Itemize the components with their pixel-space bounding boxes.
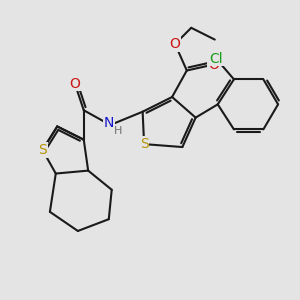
- Text: O: O: [70, 77, 80, 91]
- Text: O: O: [208, 58, 219, 72]
- Text: O: O: [169, 37, 181, 51]
- Text: H: H: [113, 126, 122, 136]
- Text: S: S: [38, 143, 47, 157]
- Text: N: N: [103, 116, 114, 130]
- Text: Cl: Cl: [209, 52, 223, 66]
- Text: S: S: [140, 137, 148, 151]
